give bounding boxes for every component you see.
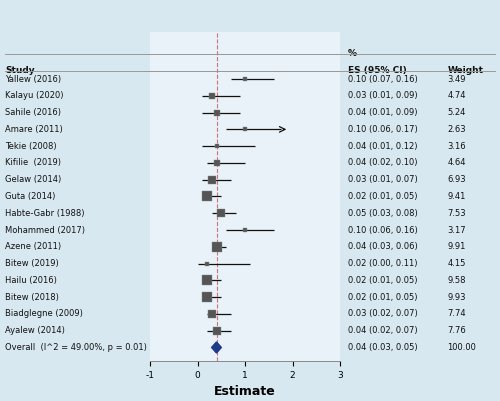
Text: 3.17: 3.17 [448, 225, 466, 235]
Text: Weight: Weight [448, 66, 484, 75]
Text: 0.04 (0.03, 0.05): 0.04 (0.03, 0.05) [348, 343, 417, 352]
Text: 0.04 (0.01, 0.09): 0.04 (0.01, 0.09) [348, 108, 417, 117]
Text: 9.58: 9.58 [448, 276, 466, 285]
Text: Yallew (2016): Yallew (2016) [5, 75, 61, 83]
Polygon shape [212, 342, 221, 353]
Text: 0.02 (0.01, 0.05): 0.02 (0.01, 0.05) [348, 192, 417, 201]
Text: Gelaw (2014): Gelaw (2014) [5, 175, 61, 184]
Text: 0.05 (0.03, 0.08): 0.05 (0.03, 0.08) [348, 209, 417, 218]
Text: 9.93: 9.93 [448, 293, 466, 302]
Text: 0.04 (0.01, 0.12): 0.04 (0.01, 0.12) [348, 142, 417, 151]
Text: Habte-Gabr (1988): Habte-Gabr (1988) [5, 209, 84, 218]
Text: 3.16: 3.16 [448, 142, 466, 151]
Text: Hailu (2016): Hailu (2016) [5, 276, 57, 285]
Text: 4.15: 4.15 [448, 259, 466, 268]
Text: Azene (2011): Azene (2011) [5, 242, 61, 251]
Text: 4.64: 4.64 [448, 158, 466, 168]
Text: Kifilie  (2019): Kifilie (2019) [5, 158, 61, 168]
Text: 0.02 (0.01, 0.05): 0.02 (0.01, 0.05) [348, 276, 417, 285]
Text: 0.04 (0.02, 0.07): 0.04 (0.02, 0.07) [348, 326, 417, 335]
Text: 0.04 (0.02, 0.10): 0.04 (0.02, 0.10) [348, 158, 417, 168]
Text: 0.03 (0.01, 0.09): 0.03 (0.01, 0.09) [348, 91, 417, 100]
Text: Bitew (2019): Bitew (2019) [5, 259, 59, 268]
Text: 0.10 (0.06, 0.16): 0.10 (0.06, 0.16) [348, 225, 417, 235]
Text: Kalayu (2020): Kalayu (2020) [5, 91, 64, 100]
Text: Amare (2011): Amare (2011) [5, 125, 63, 134]
Text: 9.91: 9.91 [448, 242, 466, 251]
Text: 3.49: 3.49 [448, 75, 466, 83]
Text: 9.41: 9.41 [448, 192, 466, 201]
Text: 0.10 (0.06, 0.17): 0.10 (0.06, 0.17) [348, 125, 417, 134]
Text: 0.03 (0.01, 0.07): 0.03 (0.01, 0.07) [348, 175, 417, 184]
Text: 6.93: 6.93 [448, 175, 466, 184]
Text: 0.02 (0.00, 0.11): 0.02 (0.00, 0.11) [348, 259, 417, 268]
Text: 7.74: 7.74 [448, 310, 466, 318]
Text: 0.04 (0.03, 0.06): 0.04 (0.03, 0.06) [348, 242, 417, 251]
Text: Study: Study [5, 66, 34, 75]
Text: %: % [348, 49, 356, 59]
Text: Bitew (2018): Bitew (2018) [5, 293, 59, 302]
Text: Mohammed (2017): Mohammed (2017) [5, 225, 85, 235]
Text: 7.53: 7.53 [448, 209, 466, 218]
Text: Sahile (2016): Sahile (2016) [5, 108, 61, 117]
Text: 0.10 (0.07, 0.16): 0.10 (0.07, 0.16) [348, 75, 417, 83]
X-axis label: Estimate: Estimate [214, 385, 276, 398]
Text: 0.03 (0.02, 0.07): 0.03 (0.02, 0.07) [348, 310, 417, 318]
Text: Guta (2014): Guta (2014) [5, 192, 56, 201]
Text: ES (95% CI): ES (95% CI) [348, 66, 406, 75]
Text: 100.00: 100.00 [448, 343, 476, 352]
Text: 7.76: 7.76 [448, 326, 466, 335]
Text: 0.02 (0.01, 0.05): 0.02 (0.01, 0.05) [348, 293, 417, 302]
Text: Biadglegne (2009): Biadglegne (2009) [5, 310, 83, 318]
Text: 2.63: 2.63 [448, 125, 466, 134]
Text: Overall  (I^2 = 49.00%, p = 0.01): Overall (I^2 = 49.00%, p = 0.01) [5, 343, 147, 352]
Text: Ayalew (2014): Ayalew (2014) [5, 326, 65, 335]
Text: 5.24: 5.24 [448, 108, 466, 117]
Text: Tekie (2008): Tekie (2008) [5, 142, 57, 151]
Text: 4.74: 4.74 [448, 91, 466, 100]
